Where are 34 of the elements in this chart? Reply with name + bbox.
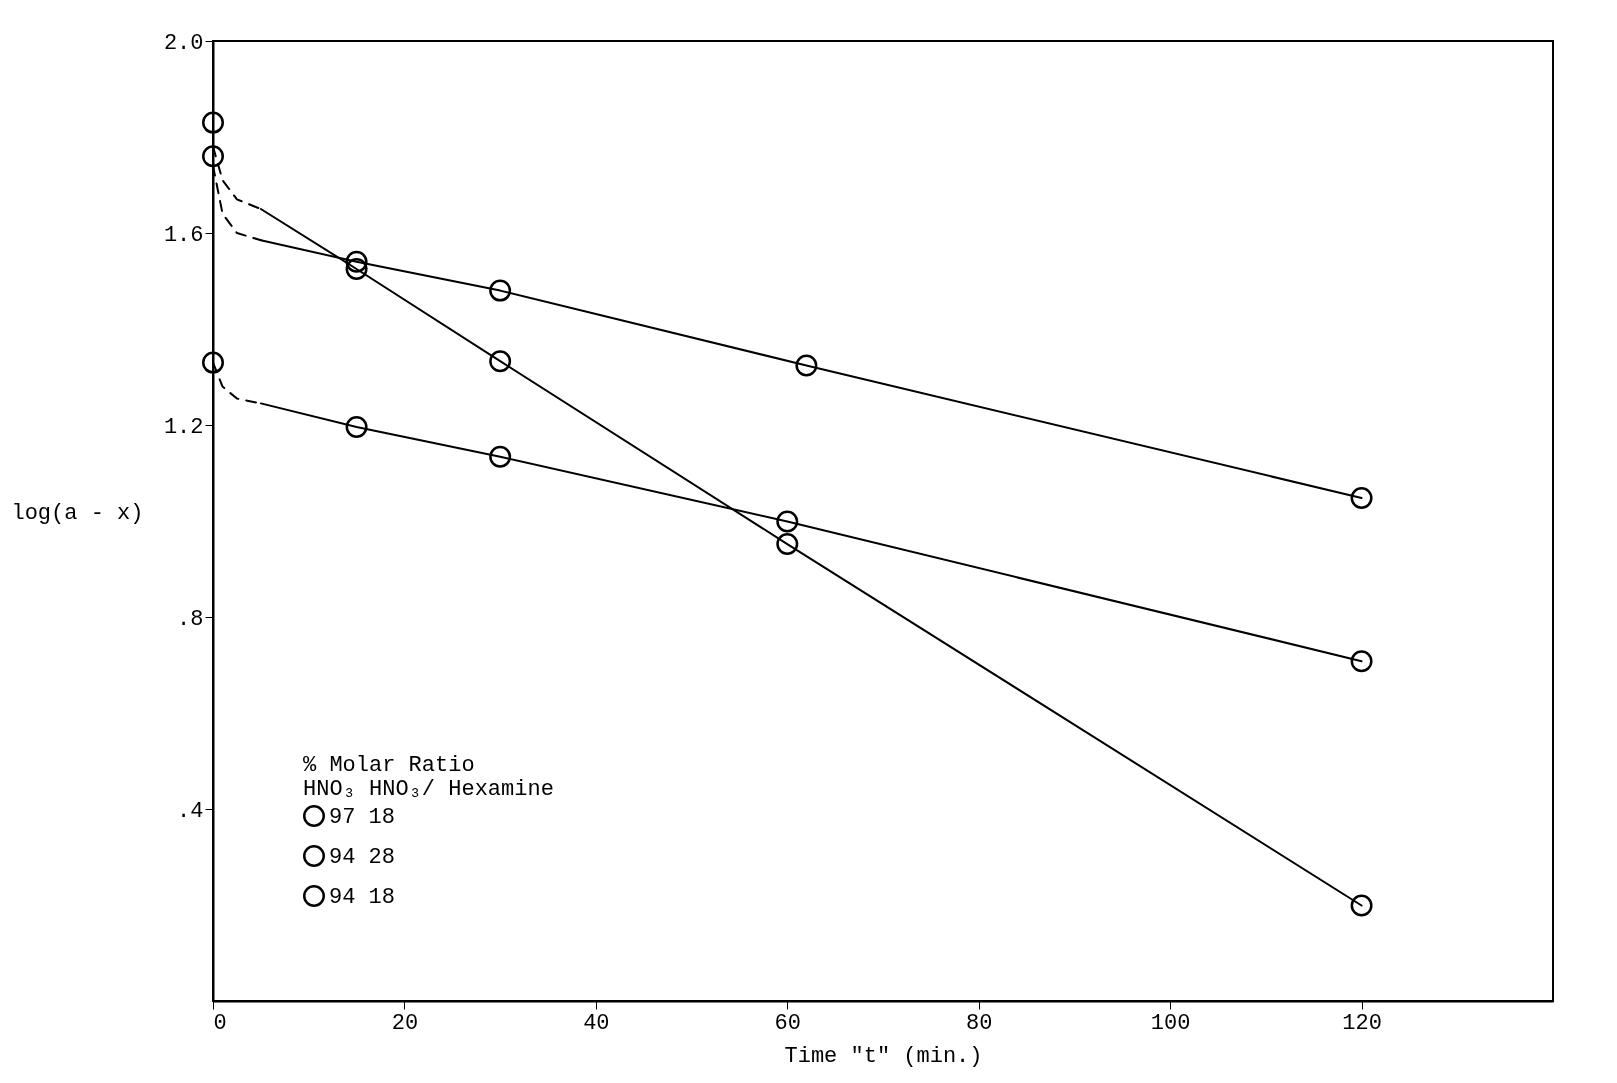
- x-tick-label: 20: [391, 1010, 419, 1036]
- x-axis-title: Time "t" (min.): [784, 1043, 983, 1069]
- point: [345, 258, 368, 280]
- y-tick-label: 1.6: [163, 222, 204, 248]
- y-tick-label: .8: [177, 606, 204, 632]
- point: [776, 533, 799, 556]
- x-tick-label: 120: [1342, 1010, 1382, 1036]
- y-tick-label: 2.0: [163, 30, 204, 56]
- legend-label: 94 28: [329, 845, 396, 870]
- x-tick-label: 0: [213, 1010, 227, 1036]
- point: [489, 279, 512, 302]
- point: [345, 415, 368, 438]
- text: HNO₃ HNO₃/ Hexamine: [303, 777, 554, 802]
- point: [1350, 650, 1373, 673]
- point: [489, 350, 512, 373]
- point: [776, 510, 799, 533]
- point: [795, 354, 818, 377]
- y-axis-title: log(a - x): [11, 500, 144, 526]
- y-tick-label: 1.2: [163, 414, 204, 440]
- x-tick-label: 100: [1150, 1010, 1191, 1036]
- point: [345, 250, 368, 273]
- point: [202, 145, 224, 168]
- text: % Molar Ratio: [303, 753, 475, 778]
- point: [1350, 486, 1373, 509]
- x-tick-label: 60: [774, 1010, 801, 1036]
- legend-label: 97 18: [329, 805, 396, 830]
- x-tick-label: 80: [966, 1010, 993, 1036]
- point: [202, 111, 224, 134]
- point: [489, 445, 512, 468]
- point: [1350, 894, 1373, 917]
- y-tick-label: .4: [177, 798, 204, 824]
- legend-label: 94 18: [329, 885, 396, 910]
- point: [202, 351, 224, 374]
- x-tick-label: 40: [583, 1010, 610, 1036]
